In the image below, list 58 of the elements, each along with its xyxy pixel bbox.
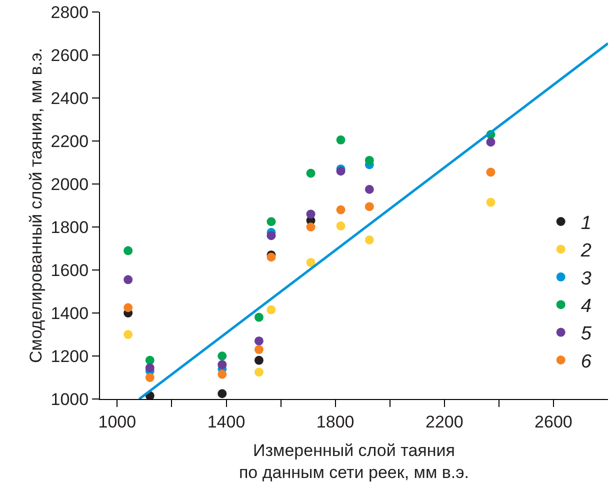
point [306, 210, 316, 219]
point [254, 368, 264, 377]
legend-label: 3 [580, 268, 592, 290]
y-tick-label: 2200 [50, 132, 89, 151]
y-tick-label: 1200 [50, 346, 89, 366]
point [218, 352, 227, 360]
point [254, 312, 264, 322]
point [145, 363, 154, 372]
x-axis-title: Измеренный слой таяния по данным сети реек, мм в.э. [238, 440, 470, 482]
legend-label: 1 [580, 212, 592, 234]
point [218, 370, 227, 379]
y-tick-label: 2400 [50, 88, 89, 108]
y-tick-label: 1000 [50, 390, 89, 409]
point [254, 345, 264, 354]
legend-label: 2 [580, 240, 592, 262]
point [218, 389, 227, 398]
point [486, 198, 496, 207]
x-tick-label: 2600 [534, 412, 572, 432]
point [306, 168, 316, 178]
x-tick-label: 2200 [425, 412, 464, 432]
y-tick-label: 1400 [50, 304, 89, 323]
x-tick-label: 1000 [98, 412, 136, 432]
point [254, 356, 264, 365]
point [336, 166, 346, 176]
point [336, 135, 346, 144]
y-tick-label: 2600 [50, 46, 89, 65]
point [266, 305, 276, 314]
point [124, 246, 133, 256]
point [124, 303, 133, 312]
point [218, 360, 227, 370]
point [486, 138, 496, 147]
legend-label: 5 [580, 324, 592, 345]
point [145, 373, 154, 382]
y-axis-title: Смоделированный слой таяния, мм в.э. [26, 48, 46, 364]
point [266, 217, 276, 226]
point [364, 235, 374, 244]
point [364, 156, 374, 165]
x-tick-label: 1800 [316, 412, 354, 432]
point [306, 258, 316, 267]
point [336, 221, 346, 230]
legend-label: 4 [580, 296, 592, 318]
point [266, 231, 276, 240]
point [486, 168, 496, 177]
point [124, 330, 133, 339]
legend-label: 6 [580, 351, 592, 372]
point [336, 205, 346, 214]
point [364, 184, 374, 194]
y-tick-label: 1800 [50, 218, 89, 237]
point [124, 275, 133, 284]
y-tick-label: 2000 [50, 174, 89, 194]
point [266, 252, 276, 262]
point [145, 356, 154, 365]
point [306, 222, 316, 232]
y-tick-label: 1600 [50, 260, 89, 280]
point [254, 336, 264, 346]
y-tick-label: 2800 [50, 2, 89, 22]
point [364, 202, 374, 212]
x-tick-label: 1400 [207, 412, 246, 432]
